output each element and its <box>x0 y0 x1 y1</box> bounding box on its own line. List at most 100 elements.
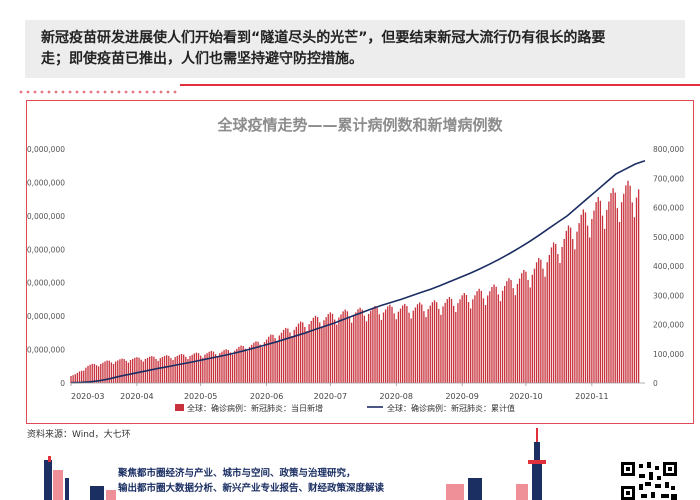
bar <box>467 302 470 383</box>
x-tick-label: 2020-03 <box>71 392 104 401</box>
bar <box>455 311 457 383</box>
bar <box>348 317 351 383</box>
bar <box>272 334 274 383</box>
bar <box>576 231 578 383</box>
bar <box>238 346 240 383</box>
bar <box>197 353 200 383</box>
bar <box>304 326 306 383</box>
bar <box>195 352 198 383</box>
bar <box>414 307 417 383</box>
y-axis-left: 0 10,000,000 20,000,000 30,000,000 40,000,00… <box>27 145 65 388</box>
x-tick-label: 2020-06 <box>250 392 283 401</box>
bar <box>531 274 533 383</box>
bar <box>248 346 251 383</box>
bar <box>384 309 387 383</box>
bar <box>316 317 319 383</box>
bar <box>499 301 502 383</box>
bar <box>412 310 414 383</box>
bar <box>121 358 123 383</box>
bar <box>372 307 374 383</box>
headline-line-2: 走；即使疫苗已推出，人们也需坚持避守防控措施。 <box>41 51 363 67</box>
x-axis: 2020-03 2020-04 2020-05 2020-06 2020-07 2020-… <box>70 382 645 401</box>
bar <box>572 239 574 383</box>
bar <box>601 215 604 383</box>
bar <box>542 268 544 383</box>
bar <box>535 262 538 383</box>
bar <box>608 201 610 383</box>
bar <box>457 303 459 383</box>
bar <box>95 365 98 383</box>
bar <box>355 312 357 383</box>
bar <box>540 259 542 383</box>
bar <box>512 288 514 383</box>
bar <box>117 360 119 383</box>
bar <box>157 360 159 383</box>
bar <box>559 263 561 383</box>
bar <box>80 370 83 383</box>
bar <box>461 295 463 383</box>
bar <box>510 280 512 383</box>
bar <box>112 363 115 383</box>
bar <box>221 351 223 383</box>
bar <box>308 324 310 383</box>
bar <box>582 209 585 383</box>
bar <box>321 327 323 383</box>
bar <box>123 359 125 383</box>
bar <box>217 356 219 383</box>
qr-code-icon <box>621 462 677 500</box>
bar <box>389 304 391 383</box>
bar <box>591 219 593 383</box>
bar <box>193 353 195 383</box>
y-left-tick-label: 60,000,000 <box>27 178 65 187</box>
bar <box>142 361 144 383</box>
bar <box>295 326 298 383</box>
bar <box>438 308 440 383</box>
bar <box>525 271 527 383</box>
bar <box>382 312 385 383</box>
bar <box>131 358 134 383</box>
bar <box>257 341 259 383</box>
bar <box>225 349 227 383</box>
bar <box>255 341 257 383</box>
x-tick-label: 2020-05 <box>184 392 217 401</box>
bar <box>631 202 633 383</box>
decorative-dot-row <box>19 90 177 94</box>
bar <box>166 355 168 383</box>
bar <box>567 225 570 383</box>
bar <box>127 362 130 383</box>
bar <box>527 279 529 383</box>
bar <box>450 298 453 383</box>
bar <box>606 209 608 383</box>
bar <box>333 319 336 383</box>
x-tick-label: 2020-10 <box>509 392 542 401</box>
chart-title: 全球疫情走势——累计病例数和新增病例数 <box>216 116 503 134</box>
y-right-tick-label: 700,000 <box>653 174 684 183</box>
bar <box>265 339 268 383</box>
bar <box>289 332 291 383</box>
bar <box>635 197 638 383</box>
bar <box>357 309 359 383</box>
bar <box>134 357 136 383</box>
bar <box>223 350 225 383</box>
bar <box>472 299 474 383</box>
bar <box>387 306 389 383</box>
bar <box>489 291 491 383</box>
bar <box>363 315 366 383</box>
bar <box>410 318 412 383</box>
bar <box>274 338 276 383</box>
bar <box>159 358 161 383</box>
bar <box>310 320 312 383</box>
bar <box>612 188 614 383</box>
bar <box>210 350 212 383</box>
bar <box>629 185 631 383</box>
bar <box>395 319 397 383</box>
bar <box>459 299 461 383</box>
bar <box>78 371 81 383</box>
bar <box>276 341 278 383</box>
bar <box>185 356 187 383</box>
bar <box>244 348 246 383</box>
bar <box>484 305 487 383</box>
source-note: 资料来源：Wind，大七环 <box>27 430 131 440</box>
bar <box>261 347 263 383</box>
bar <box>280 332 283 383</box>
